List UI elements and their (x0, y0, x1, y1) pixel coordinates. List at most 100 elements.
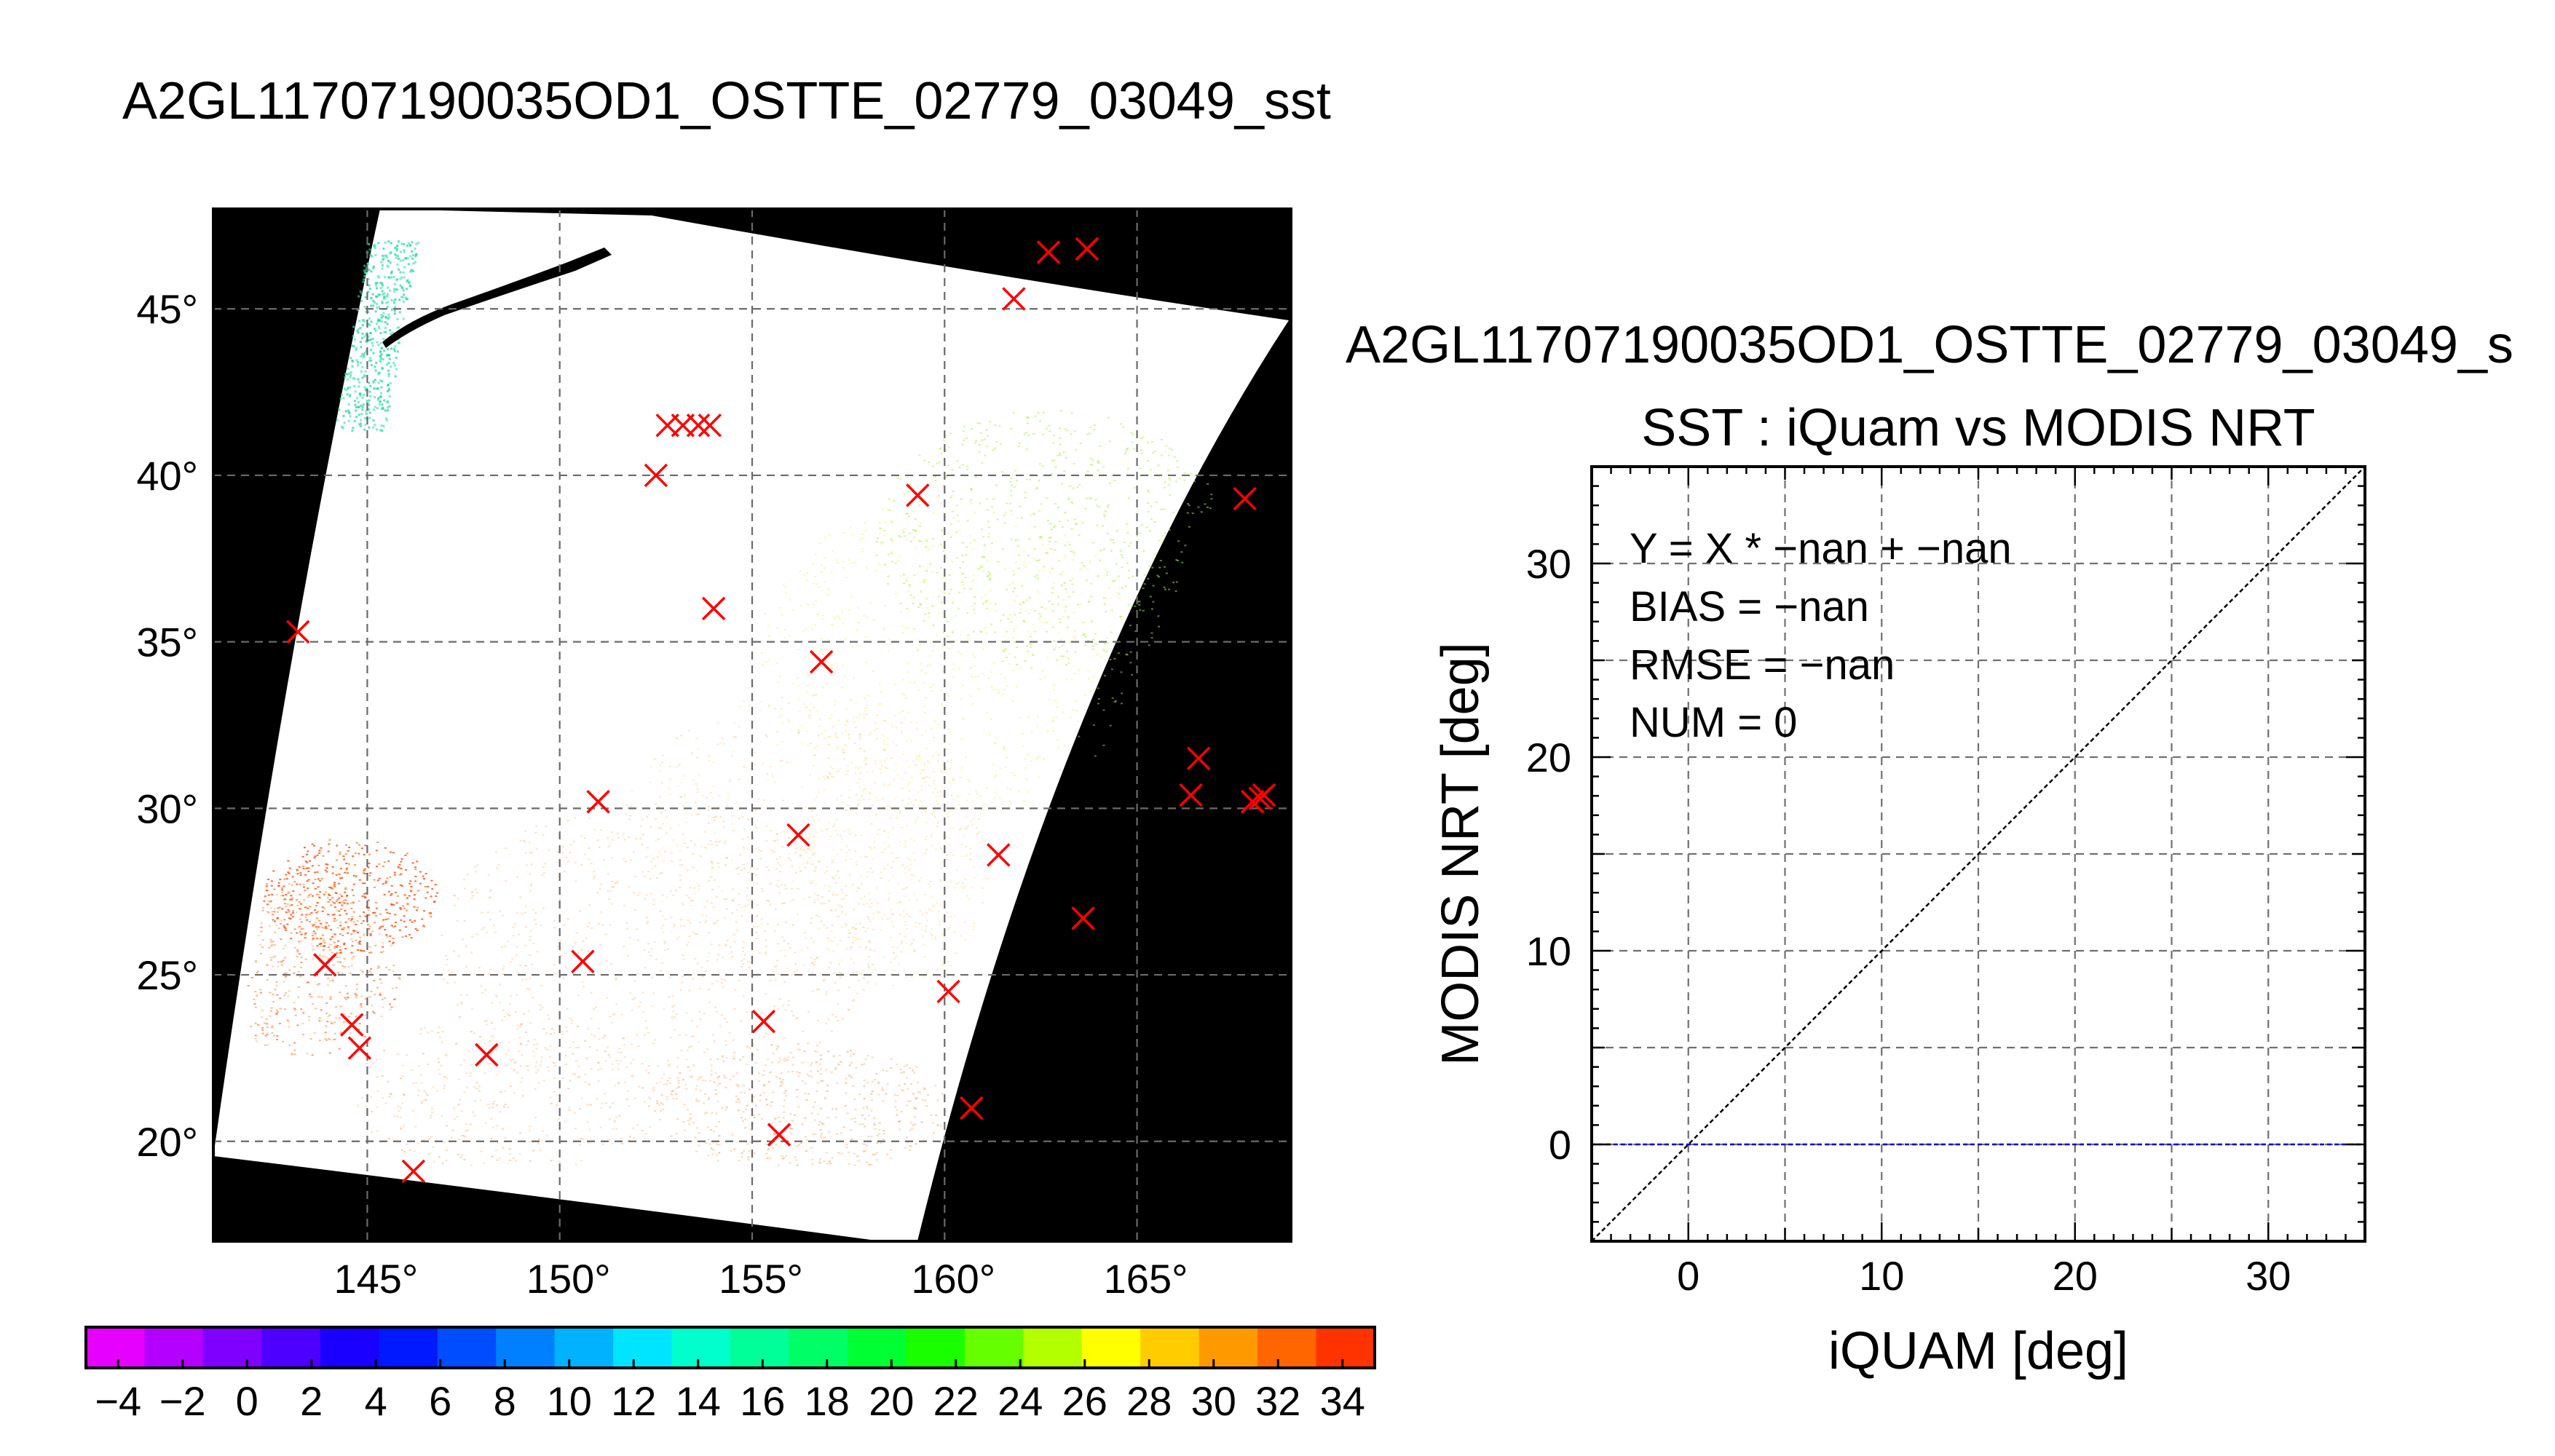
sst-pixel (836, 770, 839, 772)
sst-pixel (1090, 583, 1093, 585)
sst-pixel (731, 912, 734, 914)
sst-pixel (405, 935, 408, 937)
sst-pixel (807, 1093, 810, 1095)
sst-pixel (886, 744, 889, 746)
sst-pixel (339, 877, 341, 879)
sst-pixel (339, 921, 341, 923)
sst-pixel (368, 874, 371, 877)
sst-pixel (291, 876, 294, 878)
sst-pixel (403, 243, 406, 245)
sst-pixel (527, 1040, 530, 1042)
sst-pixel (341, 972, 344, 974)
sst-pixel (826, 776, 829, 778)
sst-pixel (836, 1083, 839, 1084)
sst-pixel (797, 1043, 799, 1045)
sst-pixel (862, 790, 865, 792)
sst-pixel (899, 1120, 901, 1123)
sst-pixel (933, 512, 936, 513)
sst-pixel (990, 718, 992, 720)
sst-pixel (325, 1013, 328, 1015)
sst-pixel (753, 1152, 756, 1155)
sst-pixel (832, 848, 835, 850)
sst-pixel (372, 300, 375, 303)
sst-pixel (408, 933, 411, 935)
sst-pixel (307, 894, 310, 896)
sst-pixel (663, 860, 665, 862)
sst-pixel (970, 488, 973, 490)
sst-pixel (711, 863, 714, 865)
sst-pixel (939, 447, 942, 449)
sst-pixel (438, 1026, 441, 1029)
map-panel: 20°25°30°35°40°45° 145° 150° 155° 160° 165° (136, 207, 1292, 1302)
sst-pixel (845, 724, 848, 727)
sst-pixel (915, 926, 917, 928)
sst-pixel (526, 864, 528, 866)
sst-pixel (667, 1059, 669, 1061)
sst-pixel (781, 799, 784, 802)
sst-pixel (732, 900, 735, 902)
sst-pixel (1125, 653, 1128, 655)
sst-pixel (588, 817, 591, 819)
sst-pixel (921, 778, 924, 779)
sst-pixel (817, 613, 820, 615)
sst-pixel (952, 491, 955, 492)
sst-pixel (1054, 466, 1057, 468)
sst-pixel (1032, 624, 1035, 626)
sst-pixel (1099, 559, 1102, 561)
sst-pixel (331, 980, 334, 982)
sst-pixel (351, 915, 354, 917)
sst-pixel (490, 1137, 493, 1139)
sst-pixel (904, 840, 907, 842)
sst-pixel (306, 1053, 309, 1055)
sst-pixel (302, 868, 305, 869)
sst-pixel (794, 852, 797, 854)
sst-pixel (866, 1081, 869, 1083)
sst-pixel (435, 895, 438, 897)
sst-pixel (489, 968, 491, 970)
sst-pixel (1035, 725, 1038, 727)
sst-pixel (396, 255, 399, 258)
sst-pixel (400, 1150, 403, 1151)
sst-pixel (915, 899, 918, 901)
sst-pixel (788, 721, 791, 723)
sst-pixel (323, 907, 326, 909)
sst-pixel (906, 1077, 908, 1079)
sst-pixel (569, 852, 572, 853)
sst-pixel (333, 933, 336, 935)
sst-pixel (942, 862, 945, 863)
sst-pixel (597, 922, 600, 925)
sst-pixel (254, 960, 257, 962)
sst-pixel (914, 1107, 917, 1109)
sst-pixel (676, 1087, 679, 1089)
sst-pixel (657, 827, 660, 829)
sst-pixel (325, 863, 328, 865)
sst-pixel (645, 1026, 648, 1029)
sst-pixel (710, 876, 713, 878)
sst-pixel (663, 942, 666, 944)
sst-pixel (419, 1074, 422, 1076)
sst-pixel (660, 1110, 662, 1112)
sst-pixel (1051, 610, 1054, 612)
sst-pixel (769, 980, 772, 981)
sst-pixel (290, 932, 293, 934)
sst-pixel (367, 866, 370, 869)
sst-pixel (811, 1158, 814, 1160)
sst-pixel (467, 1051, 470, 1053)
sst-pixel (506, 1013, 509, 1016)
sst-pixel (375, 850, 378, 852)
sst-pixel (263, 900, 266, 902)
sst-pixel (323, 938, 325, 940)
sst-pixel (727, 953, 730, 954)
sst-pixel (386, 935, 389, 938)
sst-pixel (730, 1150, 732, 1152)
sst-pixel (707, 956, 710, 958)
sst-pixel (1063, 745, 1066, 747)
sst-pixel (1019, 505, 1021, 507)
sst-pixel (810, 1062, 813, 1064)
sst-pixel (456, 1115, 459, 1117)
sst-pixel (421, 918, 424, 920)
sst-pixel (776, 744, 779, 745)
sst-pixel (812, 1107, 815, 1109)
sst-pixel (966, 634, 969, 636)
sst-pixel (378, 877, 381, 879)
